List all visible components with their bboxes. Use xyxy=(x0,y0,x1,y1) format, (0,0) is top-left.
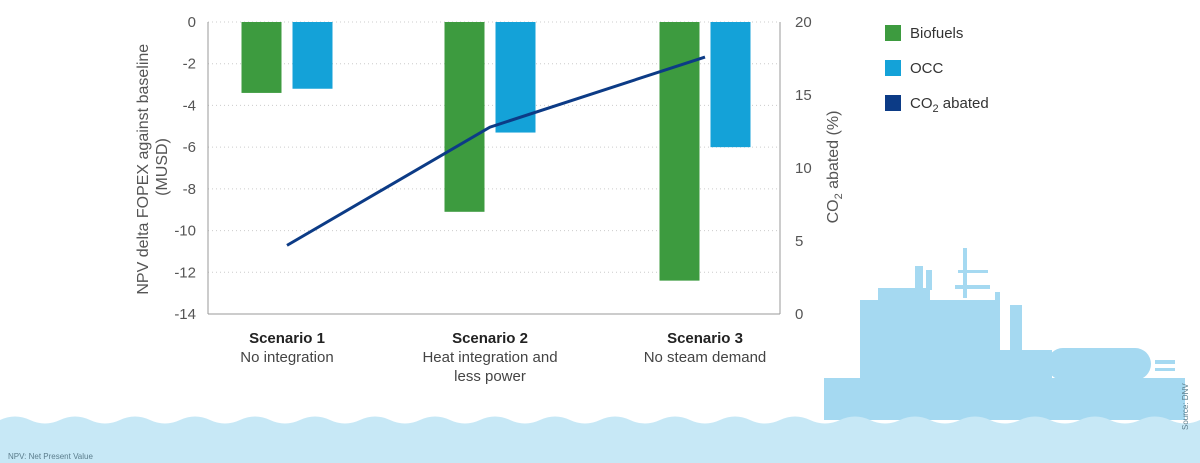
legend-swatch xyxy=(885,60,901,76)
legend-label: OCC xyxy=(910,60,944,77)
category-subtitle: No integration xyxy=(240,349,333,366)
category-labels: Scenario 1 No integration Scenario 2 Heat i… xyxy=(240,330,766,385)
right-tick-label: 0 xyxy=(795,306,803,323)
left-axis-title-line2: (MUSD) xyxy=(154,138,171,196)
right-axis-title-sub: 2 xyxy=(833,193,845,199)
bars xyxy=(241,22,751,281)
right-tick-label: 15 xyxy=(795,87,812,104)
right-axis-title-post: abated (%) xyxy=(825,111,842,194)
ship-illustration xyxy=(824,248,1185,420)
co2-abated-line xyxy=(286,55,706,247)
right-axis-title-pre: CO xyxy=(825,199,842,223)
water-band xyxy=(0,416,1200,463)
legend-swatch xyxy=(885,25,901,41)
right-axis-title: CO2 abated (%) xyxy=(825,111,845,224)
left-tick-label: -8 xyxy=(183,181,196,198)
right-tick-label: 5 xyxy=(795,233,803,250)
bar-biofuels-1 xyxy=(241,22,282,93)
bar-occ-1 xyxy=(292,22,333,89)
right-axis-ticks: 20 15 10 5 0 xyxy=(795,14,812,323)
category-subtitle: less power xyxy=(454,368,526,385)
left-axis-ticks: 0 -2 -4 -6 -8 -10 -12 -14 xyxy=(174,14,196,323)
legend-label: CO2 abated xyxy=(910,95,989,115)
left-tick-label: -14 xyxy=(174,306,196,323)
left-tick-label: 0 xyxy=(188,14,196,31)
category-subtitle: Heat integration and xyxy=(422,349,557,366)
category-title: Scenario 1 xyxy=(249,330,325,347)
left-tick-label: -10 xyxy=(174,223,196,240)
left-tick-label: -4 xyxy=(183,97,196,114)
right-tick-label: 10 xyxy=(795,160,812,177)
bar-occ-2 xyxy=(495,22,536,133)
left-axis-title-line1: NPV delta FOPEX against baseline xyxy=(135,44,152,295)
category-title: Scenario 3 xyxy=(667,330,743,347)
co2-line xyxy=(286,55,706,247)
left-tick-label: -6 xyxy=(183,139,196,156)
left-tick-label: -12 xyxy=(174,264,196,281)
right-tick-label: 20 xyxy=(795,14,812,31)
left-tick-label: -2 xyxy=(183,56,196,73)
legend: Biofuels OCC CO2 abated xyxy=(885,25,989,115)
bar-occ-3 xyxy=(710,22,751,148)
category-title: Scenario 2 xyxy=(452,330,528,347)
left-axis-title: NPV delta FOPEX against baseline (MUSD) xyxy=(135,39,171,294)
footnote: NPV: Net Present Value xyxy=(8,452,93,461)
legend-label: Biofuels xyxy=(910,25,963,42)
category-subtitle: No steam demand xyxy=(644,349,767,366)
source-note: Source: DNV xyxy=(1181,383,1190,430)
bar-biofuels-2 xyxy=(444,22,485,212)
legend-swatch xyxy=(885,95,901,111)
